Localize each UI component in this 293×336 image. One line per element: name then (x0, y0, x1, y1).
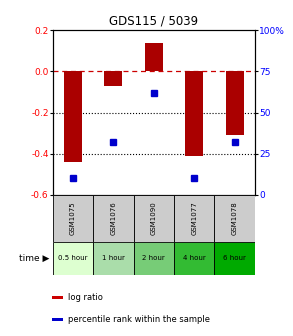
Bar (53, 242, 93, 275)
Bar (134, 195, 174, 242)
Text: GSM1077: GSM1077 (191, 202, 197, 235)
Text: time ▶: time ▶ (19, 254, 50, 263)
Text: 4 hour: 4 hour (183, 255, 206, 261)
Bar (93, 195, 134, 242)
Text: GSM1075: GSM1075 (70, 202, 76, 235)
Bar (214, 242, 255, 275)
Text: percentile rank within the sample: percentile rank within the sample (68, 314, 210, 324)
Text: 6 hour: 6 hour (223, 255, 246, 261)
Bar (52, 318, 63, 321)
Bar (64, 72, 82, 162)
Bar (134, 242, 174, 275)
Bar (226, 72, 244, 135)
Bar (93, 242, 134, 275)
Bar (214, 195, 255, 242)
Text: 2 hour: 2 hour (142, 255, 165, 261)
Text: GSM1090: GSM1090 (151, 202, 157, 235)
Bar (104, 72, 122, 86)
Bar (53, 195, 93, 242)
Bar (185, 72, 203, 156)
Text: GSM1076: GSM1076 (110, 202, 116, 235)
Text: 0.5 hour: 0.5 hour (58, 255, 88, 261)
Text: log ratio: log ratio (68, 293, 103, 302)
Bar (145, 43, 163, 72)
Text: 1 hour: 1 hour (102, 255, 125, 261)
Title: GDS115 / 5039: GDS115 / 5039 (109, 15, 198, 28)
Bar (52, 296, 63, 299)
Bar (174, 195, 214, 242)
Text: GSM1078: GSM1078 (232, 202, 238, 235)
Bar (174, 242, 214, 275)
